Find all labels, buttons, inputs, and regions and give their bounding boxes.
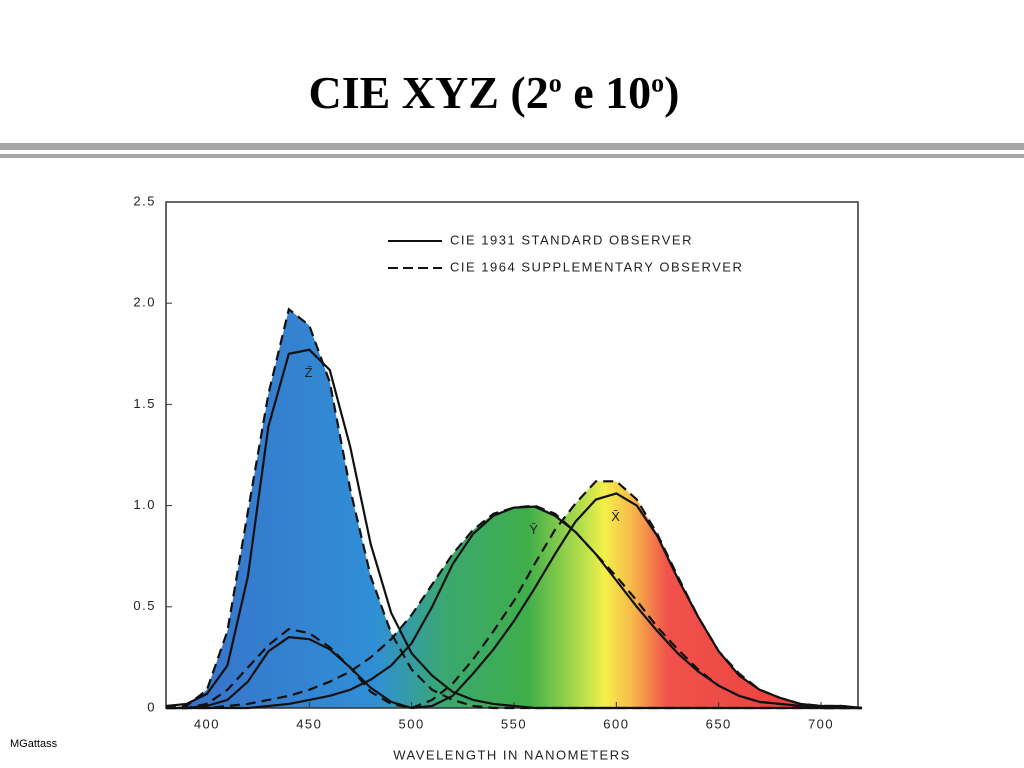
footer: MGattass xyxy=(10,738,58,750)
rule xyxy=(0,154,1024,158)
curve xyxy=(166,480,863,710)
title-text: ) xyxy=(664,67,680,118)
rule xyxy=(0,143,1024,150)
x-tick-label: 450 xyxy=(296,716,322,731)
curve xyxy=(166,492,863,710)
x-tick-label: 550 xyxy=(501,716,527,731)
curve xyxy=(165,307,862,710)
x-tick-label: 650 xyxy=(706,716,732,731)
curve-label: X̄ xyxy=(611,509,621,524)
y-tick-label: 2.5 xyxy=(133,193,156,208)
x-tick-label: 600 xyxy=(603,716,629,731)
y-tick-label: 0 xyxy=(147,699,156,714)
y-tick-label: 2.0 xyxy=(133,295,156,310)
x-axis-label: WAVELENGTH IN NANOMETERS xyxy=(393,747,631,762)
title-text: CIE XYZ (2 xyxy=(308,67,549,118)
y-tick-label: 1.5 xyxy=(133,396,156,411)
spectrum-fill xyxy=(166,309,862,708)
title-sup: o xyxy=(548,68,562,98)
title-text: e 10 xyxy=(561,67,652,118)
spectrum-fill xyxy=(166,481,862,708)
title-sup: o xyxy=(651,68,665,98)
legend-label: CIE 1964 SUPPLEMENTARY OBSERVER xyxy=(450,259,743,274)
curve-label: Z̄ xyxy=(305,365,314,380)
slide-title: CIE XYZ (2o e 10o) xyxy=(0,66,988,119)
x-tick-label: 400 xyxy=(194,716,220,731)
x-tick-label: 700 xyxy=(808,716,834,731)
y-tick-label: 1.0 xyxy=(133,497,156,512)
x-tick-label: 500 xyxy=(399,716,425,731)
y-tick-label: 0.5 xyxy=(133,598,156,613)
legend-label: CIE 1931 STANDARD OBSERVER xyxy=(450,232,693,247)
curve-label: Ȳ xyxy=(529,522,539,537)
curve xyxy=(166,504,862,710)
